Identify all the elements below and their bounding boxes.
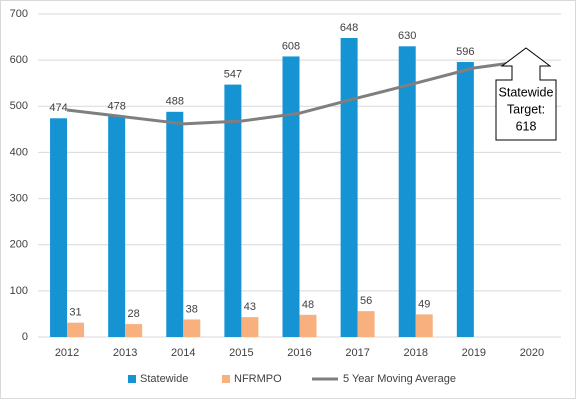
- bar: [241, 317, 259, 337]
- legend-label: 5 Year Moving Average: [343, 373, 456, 385]
- x-tick-label: 2019: [462, 347, 486, 359]
- data-label: 488: [166, 96, 184, 108]
- x-tick-label: 2014: [171, 347, 195, 359]
- x-tick-label: 2018: [403, 347, 427, 359]
- x-tick-label: 2017: [345, 347, 369, 359]
- annotation-line: 618: [516, 119, 537, 133]
- data-label: 43: [244, 301, 256, 313]
- y-tick-label: 100: [10, 285, 28, 297]
- y-tick-label: 600: [10, 54, 28, 66]
- data-label: 28: [128, 308, 140, 320]
- bar: [67, 322, 85, 337]
- annotation-callout: [495, 47, 557, 141]
- bar: [183, 319, 201, 337]
- annotation-line: Statewide: [499, 85, 554, 99]
- bar: [357, 311, 375, 337]
- y-tick-label: 400: [10, 146, 28, 158]
- annotation-line: Target:: [507, 102, 545, 116]
- annotation: Statewide Target: 618: [495, 47, 557, 141]
- marks: 474 478 488 547 608 648 630 596 31 28 38 43 48 56 49: [49, 22, 533, 338]
- y-tick-label: 0: [22, 331, 28, 343]
- x-tick-label: 2016: [287, 347, 311, 359]
- bar: [125, 324, 143, 337]
- y-tick-label: 300: [10, 192, 28, 204]
- bar: [415, 314, 433, 337]
- data-label: 478: [107, 100, 125, 112]
- bar: [340, 37, 358, 337]
- bar: [166, 111, 184, 337]
- y-tick-label: 200: [10, 239, 28, 251]
- bar: [299, 314, 317, 337]
- y-tick-label: 700: [10, 8, 28, 20]
- bar: [224, 84, 242, 337]
- x-tick-label: 2013: [113, 347, 137, 359]
- data-label: 48: [302, 299, 314, 311]
- legend-swatch: [222, 375, 230, 383]
- data-label: 608: [282, 40, 300, 52]
- x-tick-label: 2012: [55, 347, 79, 359]
- data-label: 630: [398, 30, 416, 42]
- bar: [456, 61, 474, 337]
- bar: [398, 46, 416, 338]
- legend-swatch: [128, 375, 136, 383]
- legend-label: Statewide: [140, 373, 188, 385]
- data-label: 474: [49, 102, 67, 114]
- legend-label: NFRMPO: [234, 373, 282, 385]
- data-label: 596: [456, 46, 474, 58]
- data-label: 56: [360, 295, 372, 307]
- bar: [50, 118, 68, 337]
- bar: [108, 116, 126, 338]
- data-label: 547: [224, 69, 242, 81]
- bar: [282, 56, 300, 338]
- x-tick-label: 2020: [520, 347, 544, 359]
- data-label: 49: [418, 298, 430, 310]
- data-label: 648: [340, 22, 358, 34]
- data-label: 38: [186, 303, 198, 315]
- y-tick-label: 500: [10, 100, 28, 112]
- line-series: [66, 58, 533, 126]
- data-label: 31: [69, 307, 81, 319]
- x-tick-label: 2015: [229, 347, 253, 359]
